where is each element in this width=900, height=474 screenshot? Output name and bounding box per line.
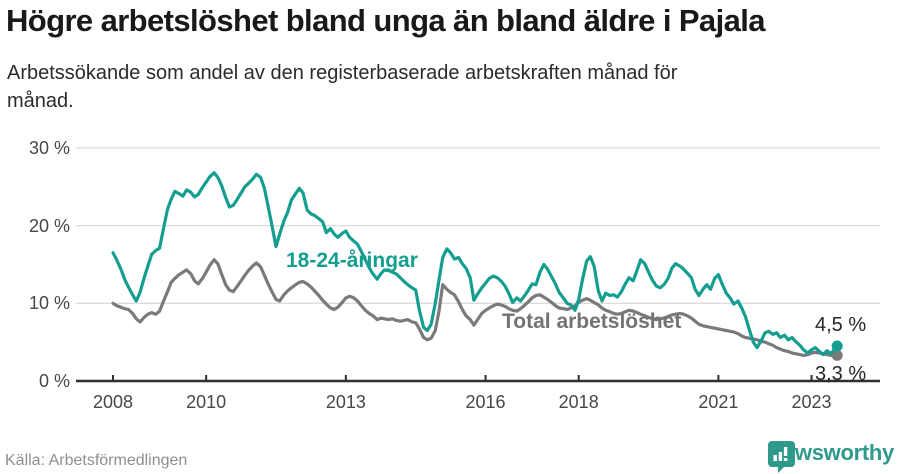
end-value-total: 3,3 % — [815, 363, 867, 385]
x-tick-label: 2008 — [92, 392, 134, 412]
source-note: Källa: Arbetsförmedlingen — [5, 452, 188, 469]
x-tick-label: 2023 — [791, 392, 832, 412]
end-value-young: 4,5 % — [815, 314, 867, 336]
series-line — [111, 171, 839, 357]
newsworthy-logo-icon — [768, 441, 796, 473]
x-tick-label: 2016 — [465, 392, 506, 412]
newsworthy-logo: Newsworthy — [767, 440, 894, 473]
y-tick-label: 0 % — [38, 371, 70, 391]
series-label-total: Total arbetslöshet — [502, 310, 682, 333]
y-tick-label: 10 % — [28, 293, 70, 314]
x-tick-label: 2013 — [325, 392, 366, 412]
x-tick-label: 2010 — [186, 392, 227, 412]
chart-subtitle: Arbetssökande som andel av den registerb… — [7, 62, 678, 112]
x-tick-label: 2018 — [558, 392, 599, 412]
x-tick-label: 2021 — [698, 392, 739, 412]
series-end-dot — [831, 340, 843, 352]
page-title: Högre arbetslöshet bland unga än bland ä… — [6, 3, 765, 38]
series-end-dot — [831, 349, 843, 361]
y-tick-label: 30 % — [28, 137, 70, 158]
y-tick-label: 20 % — [28, 215, 70, 236]
series-line — [111, 258, 839, 357]
series-label-young: 18-24-åringar — [286, 249, 418, 272]
